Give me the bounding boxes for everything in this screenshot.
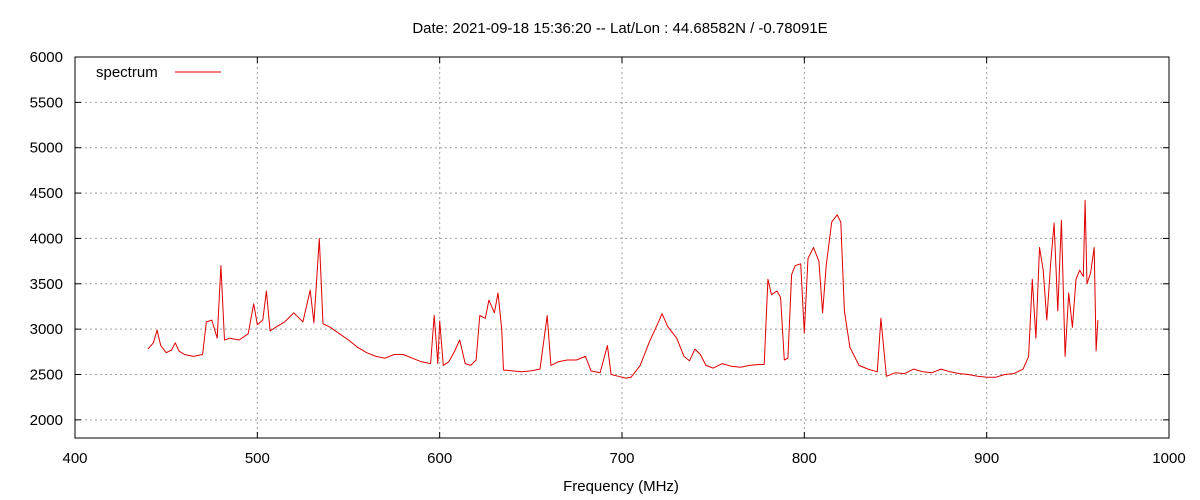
x-tick-label: 900 xyxy=(974,450,999,467)
y-tick-label: 3000 xyxy=(30,321,63,338)
y-tick-label: 2000 xyxy=(30,412,63,429)
series-line-spectrum xyxy=(147,199,1099,379)
legend-series-name: spectrum xyxy=(96,64,158,81)
y-tick-label: 5000 xyxy=(30,140,63,157)
y-tick-label: 4500 xyxy=(30,185,63,202)
grid-layer xyxy=(75,57,1169,438)
y-tick-label: 4000 xyxy=(30,230,63,247)
y-tick-label: 5500 xyxy=(30,94,63,111)
y-tick-label: 3500 xyxy=(30,276,63,293)
x-axis-label: Frequency (MHz) xyxy=(563,478,679,495)
legend: spectrum xyxy=(96,64,221,81)
series-layer xyxy=(147,199,1099,379)
chart-title: Date: 2021-09-18 15:36:20 -- Lat/Lon : 4… xyxy=(412,20,827,37)
x-tick-label: 1000 xyxy=(1152,450,1185,467)
x-tick-label: 800 xyxy=(792,450,817,467)
x-tick-label: 400 xyxy=(62,450,87,467)
x-tick-label: 600 xyxy=(427,450,452,467)
x-tick-label: 500 xyxy=(245,450,270,467)
y-tick-label: 2500 xyxy=(30,367,63,384)
x-tick-label: 700 xyxy=(609,450,634,467)
y-tick-label: 6000 xyxy=(30,49,63,66)
ticks-layer: 400 500 600 700 800 900 1000 2000 2500 3000 3500 40… xyxy=(30,49,1186,467)
